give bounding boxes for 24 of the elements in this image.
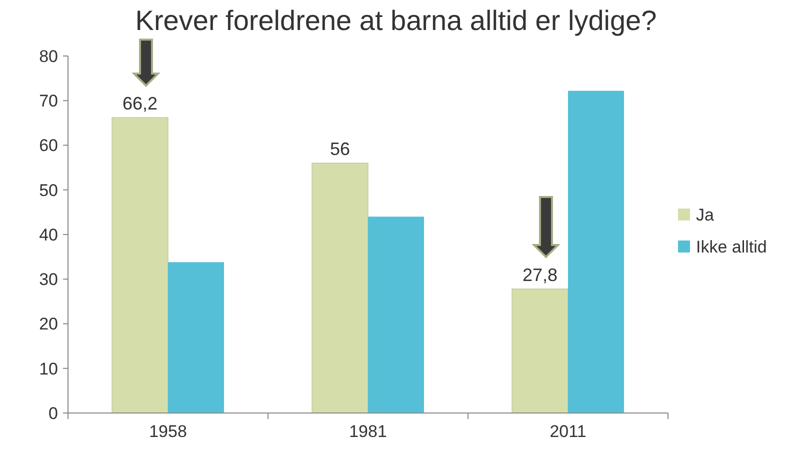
data-label: 56 (330, 139, 350, 160)
chart-title: Krever foreldrene at barna alltid er lydige? (135, 5, 657, 36)
y-tick-label: 40 (39, 225, 58, 244)
y-tick-label: 70 (39, 92, 58, 111)
y-tick-label: 60 (39, 136, 58, 156)
bar (112, 117, 168, 414)
bar (512, 288, 568, 414)
y-tick-label: 50 (39, 180, 58, 200)
y-tick-label: 0 (48, 404, 58, 423)
bar (168, 262, 224, 413)
y-tick-label: 10 (39, 359, 58, 378)
legend-label: Ja (696, 205, 714, 224)
bar (312, 162, 368, 414)
y-tick-label: 20 (39, 314, 58, 334)
bar (368, 216, 424, 413)
data-label: 27,8 (522, 264, 558, 285)
legend-label: Ikke alltid (696, 237, 767, 256)
y-tick-label: 30 (39, 270, 58, 290)
x-tick-label: 1958 (149, 422, 187, 441)
bar (568, 90, 624, 413)
x-tick-label: 2011 (550, 422, 586, 441)
x-tick-label: 1981 (349, 422, 387, 441)
y-tick-label: 80 (39, 46, 58, 66)
data-label: 66,2 (122, 94, 158, 114)
